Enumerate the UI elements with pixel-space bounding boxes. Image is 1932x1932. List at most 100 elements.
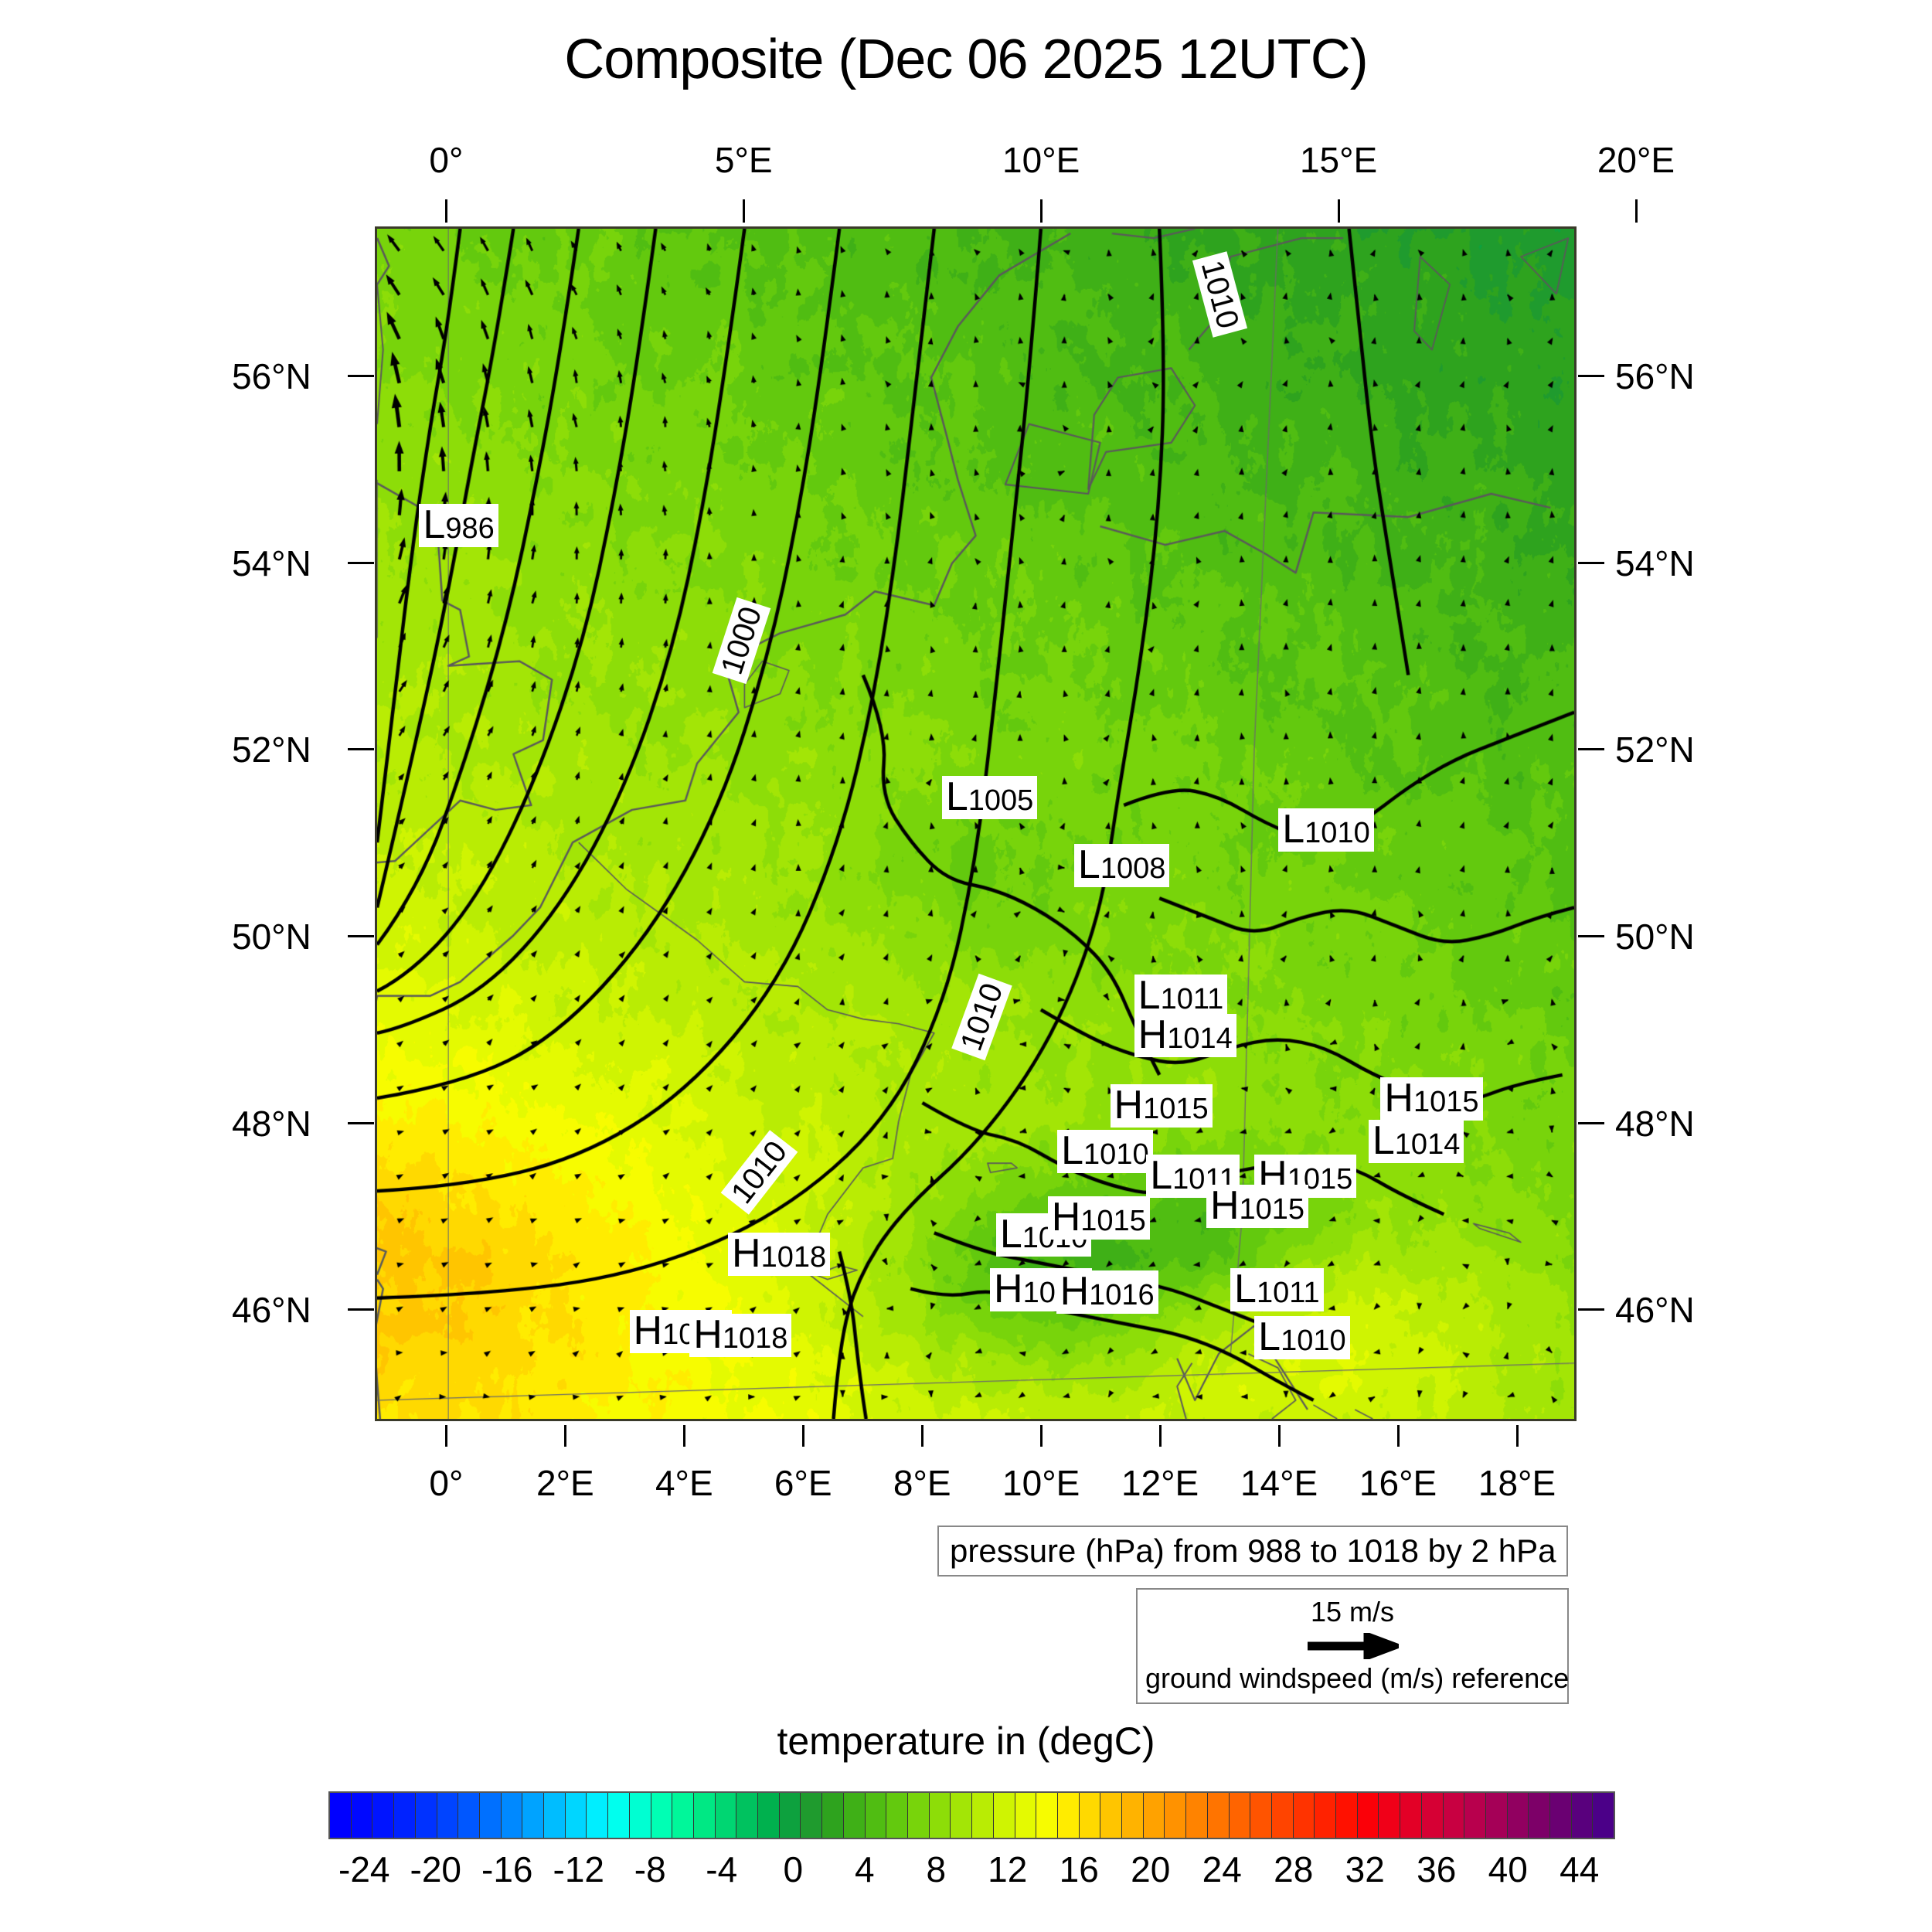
pressure-system-value: 1015 [1080,1205,1146,1238]
left-axis-tick-label: 56°N [232,356,311,397]
bottom-axis-tick [1516,1425,1519,1447]
colorbar-title: temperature in (degC) [777,1719,1155,1763]
top-axis-tick [743,199,746,223]
pressure-system-type: H [732,1230,761,1276]
right-axis-tick [1578,375,1604,378]
colorbar-tick-label: 0 [783,1849,804,1889]
pressure-system-label: H1015 [1110,1083,1213,1128]
colorbar-cell [843,1793,866,1838]
colorbar-cell [1464,1793,1486,1838]
colorbar-cell [651,1793,673,1838]
pressure-system-label: L1011 [1134,974,1228,1018]
top-axis-tick [1040,199,1043,223]
colorbar-tick-label: 40 [1488,1849,1528,1889]
colorbar-cell [972,1793,994,1838]
pressure-system-label: H1018 [728,1230,831,1276]
colorbar-cell [1571,1793,1594,1838]
right-axis-tick [1578,1308,1604,1311]
pressure-system-label: L1014 [1368,1120,1464,1164]
pressure-system-label: L1005 [941,776,1038,820]
pressure-system-label: L986 [419,503,498,547]
colorbar-cell [951,1793,973,1838]
pressure-system-value: 1018 [760,1240,827,1274]
colorbar-cell [1293,1793,1315,1838]
bottom-axis-tick-label: 2°E [536,1463,594,1503]
colorbar-cell [1400,1793,1422,1838]
pressure-system-value: 1010 [1281,1324,1346,1357]
colorbar-cell [1207,1793,1230,1838]
right-axis-tick [1578,934,1604,937]
pressure-system-value: 1011 [1160,982,1224,1015]
colorbar-cell [1079,1793,1101,1838]
left-axis-tick [348,1308,374,1311]
colorbar-cell [1485,1793,1508,1838]
colorbar-tick-label: -20 [410,1849,461,1889]
pressure-system-value: 1010 [1083,1138,1149,1171]
colorbar-tick-labels: -24 -20 -16 -12 -8 -4 0 4 8 12 16 20 24 28 32 36 40 44 [328,1849,1615,1895]
colorbar-cell [1036,1793,1058,1838]
bottom-axis-tick [1040,1425,1043,1447]
pressure-system-label: L1010 [1057,1129,1153,1173]
colorbar-cell [587,1793,609,1838]
colorbar-tick-label: 24 [1202,1849,1242,1889]
colorbar-cell [394,1793,416,1838]
bottom-axis-tick [445,1425,448,1447]
colorbar-tick-label: -8 [634,1849,666,1889]
bottom-axis-tick-label: 12°E [1121,1463,1199,1503]
colorbar-cell [1421,1793,1444,1838]
left-axis-tick [348,748,374,751]
colorbar-cell [929,1793,951,1838]
wind-reference-arrow-icon [1145,1631,1560,1662]
top-axis-tick [1634,199,1638,223]
right-axis-tick-label: 52°N [1615,730,1695,770]
colorbar-cell [1593,1793,1614,1838]
left-axis-tick [348,1121,374,1124]
wind-reference-caption: ground windspeed (m/s) reference [1145,1662,1570,1694]
pressure-system-value: 1016 [1089,1279,1155,1312]
colorbar-cell [1122,1793,1144,1838]
colorbar-cell [1250,1793,1272,1838]
colorbar-cell [715,1793,737,1838]
bottom-axis-tick-label: 10°E [1002,1463,1080,1503]
colorbar-cell [415,1793,437,1838]
right-axis-tick [1578,748,1604,751]
colorbar-cell [479,1793,502,1838]
colorbar-cell [629,1793,651,1838]
map-plot-area[interactable]: L986 L1005 L1008 L1010 L1011 H1014 H1015 L1010 L… [375,226,1577,1421]
colorbar-tick-label: 8 [926,1849,947,1889]
right-axis-tick-label: 48°N [1615,1103,1695,1144]
colorbar-cell [330,1793,352,1838]
bottom-axis-tick-label: 16°E [1359,1463,1437,1503]
top-axis-tick-label: 10°E [1002,140,1080,180]
top-axis-tick-label: 20°E [1597,140,1675,180]
temperature-colorbar[interactable] [328,1791,1615,1839]
bottom-axis-tick-label: 4°E [655,1463,713,1503]
bottom-axis-tick [921,1425,924,1447]
bottom-axis-tick [564,1425,567,1447]
pressure-system-value: 1014 [1167,1022,1233,1055]
colorbar-tick-label: -24 [338,1849,390,1889]
pressure-system-type: L [1282,806,1305,852]
pressure-system-value: 1015 [1143,1092,1209,1125]
colorbar-cell [865,1793,887,1838]
pressure-contour-legend: pressure (hPa) from 988 to 1018 by 2 hPa [937,1526,1569,1577]
colorbar-cell [993,1793,1015,1838]
colorbar-cell [1057,1793,1080,1838]
colorbar-cell [1336,1793,1358,1838]
colorbar-tick-label: 44 [1560,1849,1600,1889]
wind-reference-legend: 15 m/s ground windspeed (m/s) reference [1136,1588,1569,1704]
pressure-system-value: 1018 [722,1321,788,1355]
colorbar-tick-label: 4 [854,1849,875,1889]
map-field-canvas [377,229,1574,1419]
colorbar-cell [372,1793,395,1838]
top-axis-tick-label: 5°E [714,140,773,180]
left-axis-tick-label: 48°N [232,1103,311,1144]
pressure-system-label: H1015 [1380,1077,1483,1121]
colorbar-cell [886,1793,908,1838]
right-axis-tick-label: 54°N [1615,543,1695,583]
left-axis-tick [348,934,374,937]
colorbar-cell [693,1793,716,1838]
pressure-system-label: H1016 [1056,1270,1158,1315]
colorbar-cell [437,1793,459,1838]
colorbar-cell [1229,1793,1251,1838]
